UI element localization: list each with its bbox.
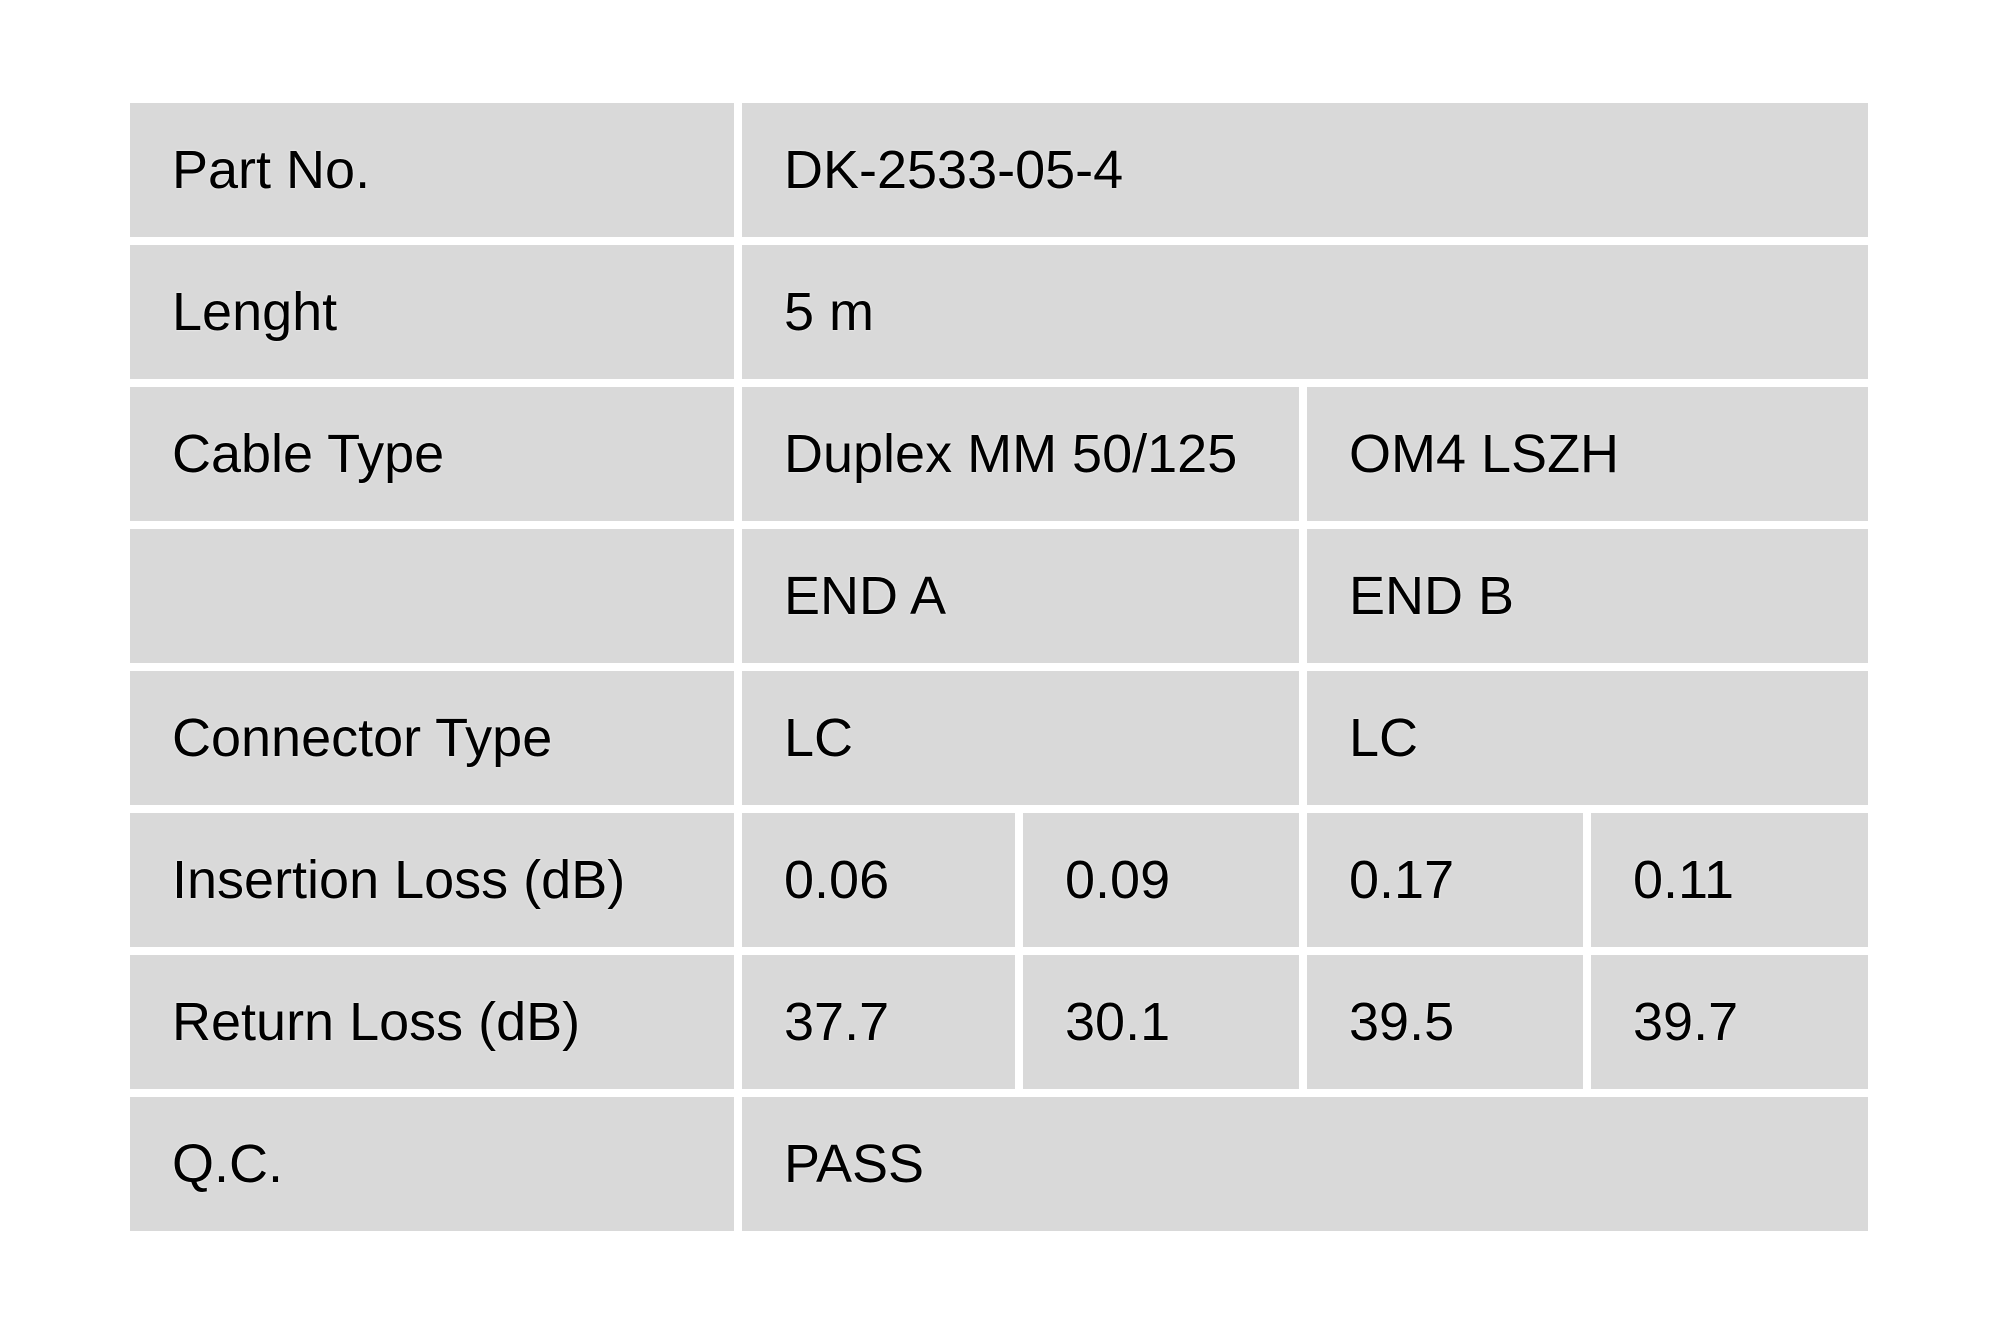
cable-type-label: Cable Type (130, 387, 734, 521)
return-loss-label: Return Loss (dB) (130, 955, 734, 1089)
table-row-insertion-loss: Insertion Loss (dB) 0.06 0.09 0.17 0.11 (130, 813, 1868, 947)
length-label: Lenght (130, 245, 734, 379)
connector-type-end-a: LC (742, 671, 1299, 805)
table-row-part-no: Part No. DK-2533-05-4 (130, 103, 1868, 237)
spec-table: Part No. DK-2533-05-4 Lenght 5 m Cable T… (130, 103, 1868, 1239)
ends-header-empty-label (130, 529, 734, 663)
insertion-loss-label: Insertion Loss (dB) (130, 813, 734, 947)
cable-type-value-2: OM4 LSZH (1307, 387, 1868, 521)
insertion-loss-end-a-1: 0.06 (742, 813, 1015, 947)
end-b-header: END B (1307, 529, 1868, 663)
part-no-label: Part No. (130, 103, 734, 237)
qc-label: Q.C. (130, 1097, 734, 1231)
qc-value: PASS (742, 1097, 1868, 1231)
table-row-cable-type: Cable Type Duplex MM 50/125 OM4 LSZH (130, 387, 1868, 521)
return-loss-end-b-2: 39.7 (1591, 955, 1868, 1089)
connector-type-label: Connector Type (130, 671, 734, 805)
return-loss-end-b-1: 39.5 (1307, 955, 1583, 1089)
part-no-value: DK-2533-05-4 (742, 103, 1868, 237)
return-loss-end-a-2: 30.1 (1023, 955, 1299, 1089)
table-row-return-loss: Return Loss (dB) 37.7 30.1 39.5 39.7 (130, 955, 1868, 1089)
insertion-loss-end-b-2: 0.11 (1591, 813, 1868, 947)
length-value: 5 m (742, 245, 1868, 379)
table-row-qc: Q.C. PASS (130, 1097, 1868, 1231)
end-a-header: END A (742, 529, 1299, 663)
insertion-loss-end-a-2: 0.09 (1023, 813, 1299, 947)
connector-type-end-b: LC (1307, 671, 1868, 805)
table-row-connector-type: Connector Type LC LC (130, 671, 1868, 805)
insertion-loss-end-b-1: 0.17 (1307, 813, 1583, 947)
return-loss-end-a-1: 37.7 (742, 955, 1015, 1089)
table-row-length: Lenght 5 m (130, 245, 1868, 379)
table-row-ends-header: END A END B (130, 529, 1868, 663)
cable-type-value-1: Duplex MM 50/125 (742, 387, 1299, 521)
